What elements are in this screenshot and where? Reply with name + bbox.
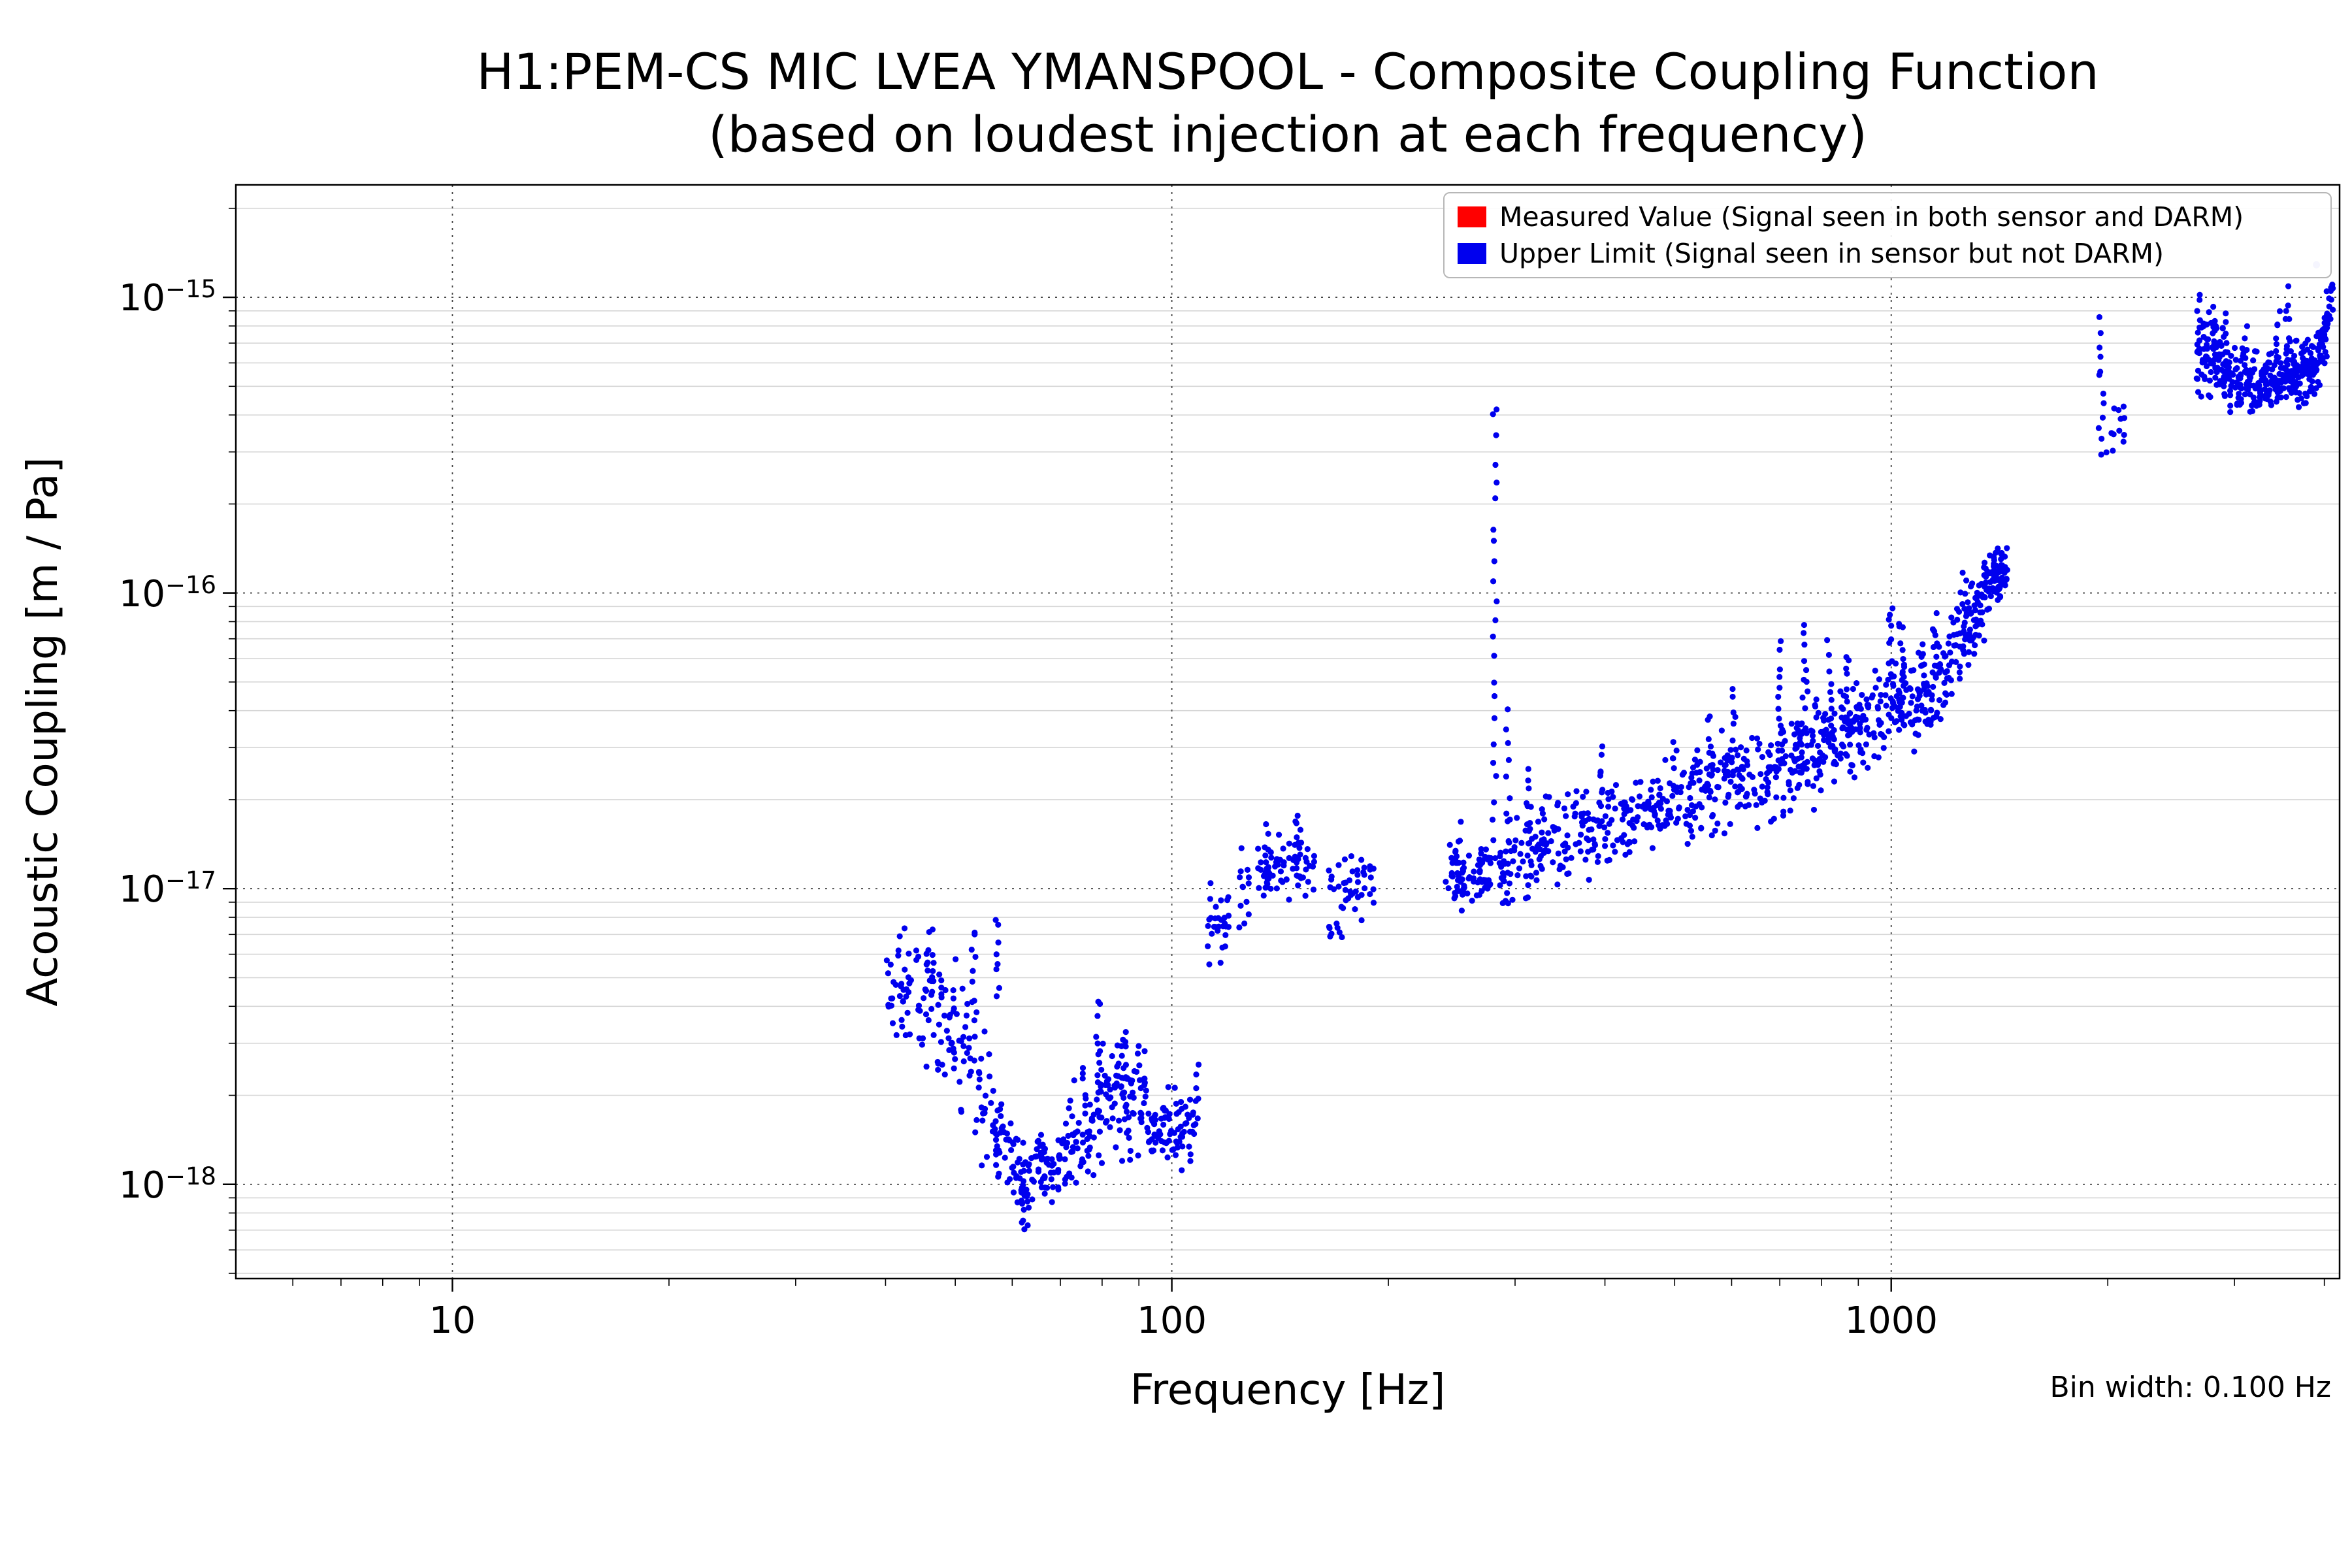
legend-item-measured-value: Measured Value (Signal seen in both sens… (1458, 201, 2317, 233)
grid-major (236, 185, 2340, 1279)
grid-minor (236, 208, 2340, 1274)
data-points-upper-limit (883, 261, 2336, 1233)
axis-ticks (223, 208, 2325, 1292)
plot-frame (235, 184, 2341, 1280)
legend-label-measured-value: Measured Value (Signal seen in both sens… (1499, 201, 2244, 233)
chart-subtitle: (based on loudest injection at each freq… (708, 105, 1867, 163)
x-tick-label-100: 100 (1137, 1299, 1207, 1342)
legend: Measured Value (Signal seen in both sens… (1443, 192, 2332, 278)
y-tick-label-1e−16: 10−16 (118, 570, 216, 615)
legend-label-upper-limit: Upper Limit (Signal seen in sensor but n… (1499, 238, 2164, 269)
x-tick-label-1000: 1000 (1844, 1299, 1938, 1342)
bin-width-annotation: Bin width: 0.100 Hz (2050, 1371, 2331, 1404)
legend-item-upper-limit: Upper Limit (Signal seen in sensor but n… (1458, 238, 2317, 269)
x-axis-label: Frequency [Hz] (1130, 1366, 1446, 1414)
legend-swatch-upper-limit (1458, 243, 1486, 264)
x-tick-label-10: 10 (429, 1299, 476, 1342)
y-tick-label-1e−17: 10−17 (118, 866, 216, 911)
chart-title-block: H1:PEM-CS MIC LVEA YMANSPOOL - Composite… (476, 41, 2099, 166)
legend-swatch-measured-value (1458, 206, 1486, 227)
y-axis-label: Acoustic Coupling [m / Pa] (19, 457, 67, 1007)
chart-title: H1:PEM-CS MIC LVEA YMANSPOOL - Composite… (476, 42, 2099, 101)
y-tick-label-1e−15: 10−15 (118, 275, 216, 319)
y-tick-label-1e−18: 10−18 (118, 1162, 216, 1207)
